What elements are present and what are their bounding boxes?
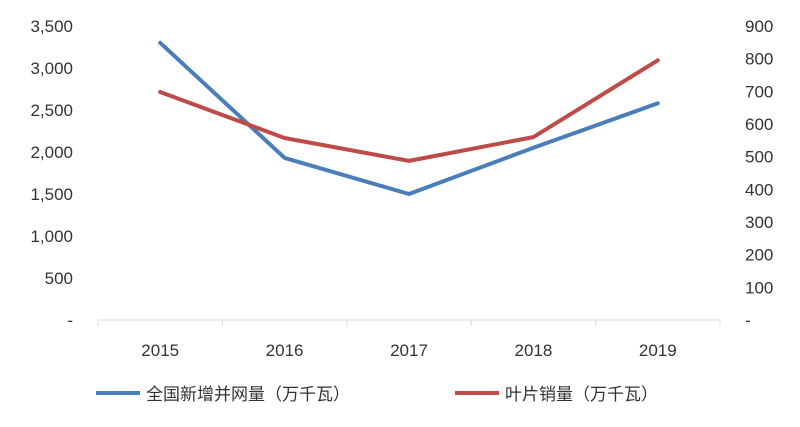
legend-label: 叶片销量（万千瓦） bbox=[505, 385, 658, 405]
right-axis-tick-label: 800 bbox=[745, 50, 773, 69]
series-lines bbox=[158, 40, 660, 196]
left-axis-tick-label: 500 bbox=[45, 269, 73, 288]
right-axis-tick-label: 700 bbox=[745, 82, 773, 101]
legend-label: 全国新增并网量（万千瓦） bbox=[146, 385, 350, 405]
axes bbox=[97, 319, 721, 326]
right-axis-tick-label: 900 bbox=[745, 17, 773, 36]
x-axis-tick-label: 2016 bbox=[266, 341, 304, 360]
legend: 全国新增并网量（万千瓦） 叶片销量（万千瓦） bbox=[96, 385, 658, 405]
x-axis-tick-label: 2019 bbox=[639, 341, 677, 360]
left-axis-tick-label: 3,000 bbox=[30, 59, 73, 78]
left-axis-tick-label: 1,000 bbox=[30, 227, 73, 246]
left-axis-tick-label: 1,500 bbox=[30, 185, 73, 204]
left-axis-tick-label: - bbox=[67, 311, 73, 330]
x-axis-tick-label: 2018 bbox=[514, 341, 552, 360]
left-axis-ticks: - 500 1,000 1,500 2,000 2,500 3,000 3,500 bbox=[30, 17, 73, 330]
right-axis-tick-label: 600 bbox=[745, 115, 773, 134]
left-axis-tick-label: 2,000 bbox=[30, 143, 73, 162]
right-axis-tick-label: 300 bbox=[745, 213, 773, 232]
right-axis-tick-label: 500 bbox=[745, 148, 773, 167]
series-line-right bbox=[158, 58, 660, 163]
right-axis-tick-label: 200 bbox=[745, 246, 773, 265]
right-axis-tick-label: 400 bbox=[745, 180, 773, 199]
x-axis-tick-label: 2015 bbox=[141, 341, 179, 360]
left-axis-tick-label: 2,500 bbox=[30, 101, 73, 120]
right-axis-tick-label: 100 bbox=[745, 278, 773, 297]
x-axis-ticks: 2015 2016 2017 2018 2019 bbox=[141, 341, 676, 360]
series-line-left bbox=[158, 40, 660, 196]
right-axis-ticks: - 100 200 300 400 500 600 700 800 900 bbox=[745, 17, 773, 330]
x-axis-tick-label: 2017 bbox=[390, 341, 428, 360]
left-axis-tick-label: 3,500 bbox=[30, 17, 73, 36]
right-axis-tick-label: - bbox=[745, 311, 751, 330]
